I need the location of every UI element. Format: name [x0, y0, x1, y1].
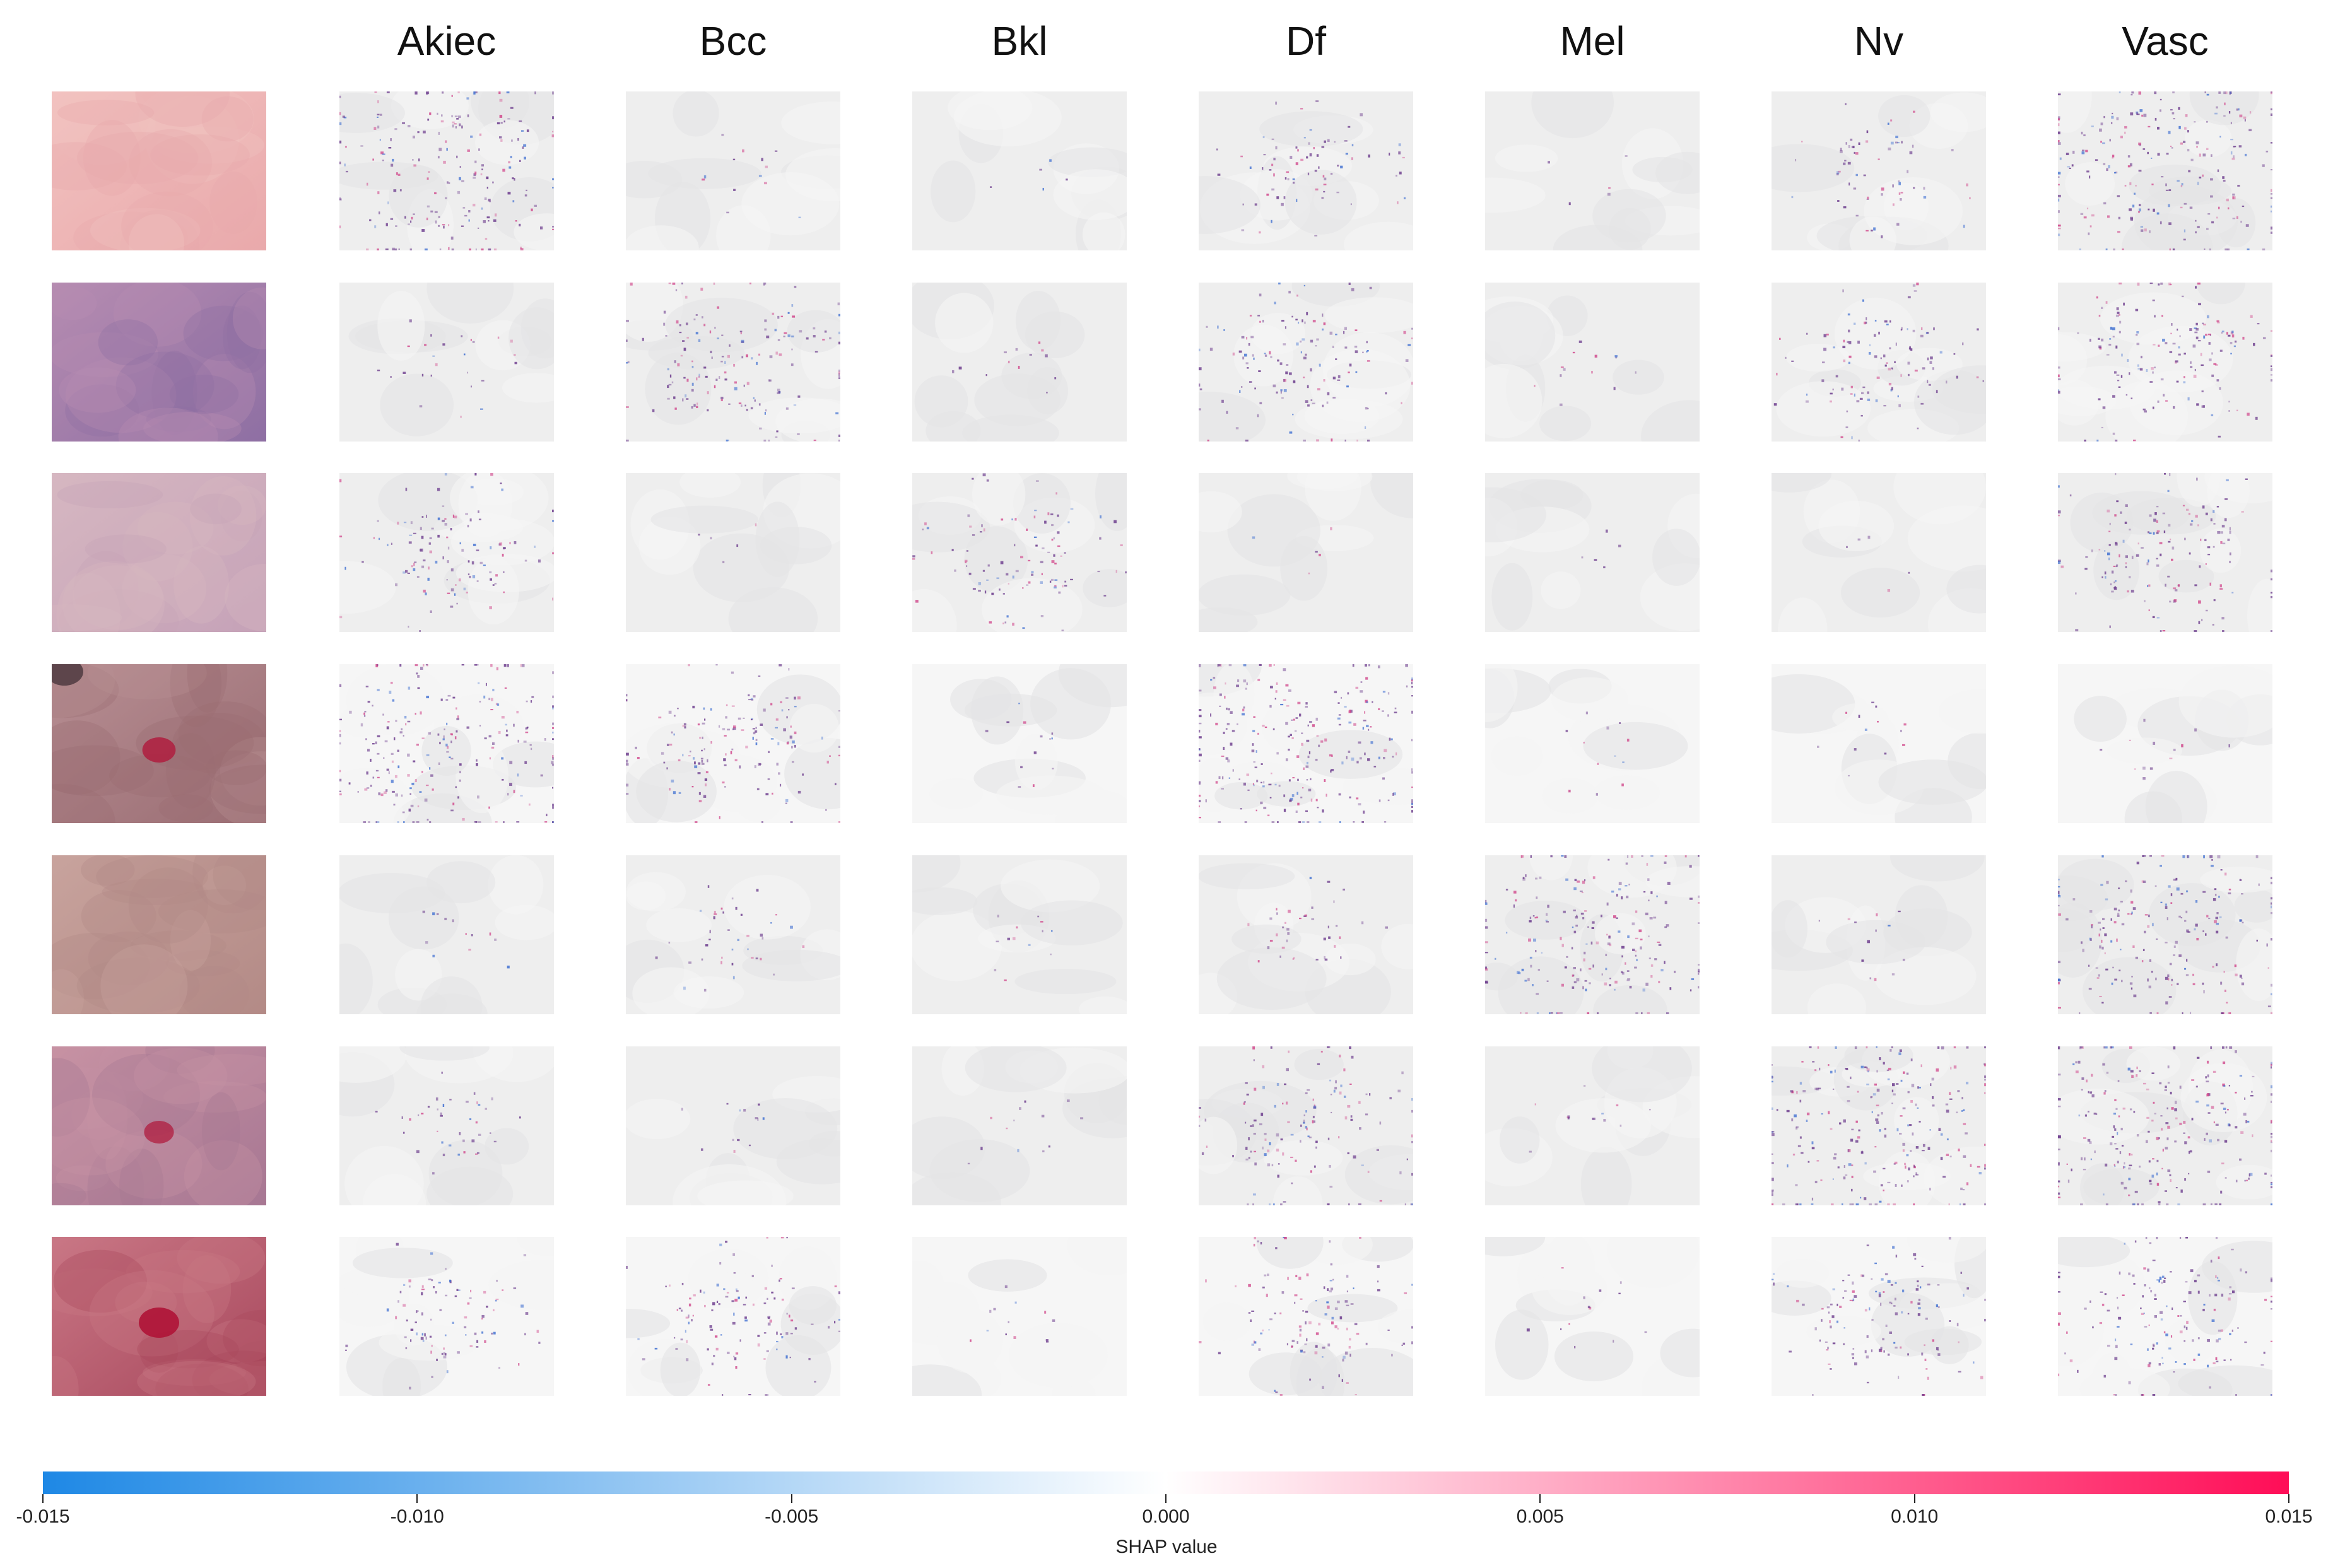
shap-tile-r4-bkl	[912, 664, 1127, 823]
colorbar-tick-mark	[790, 1494, 792, 1503]
shap-tile-r4-bcc	[626, 664, 840, 823]
shap-tile-r3-mel	[1485, 473, 1700, 632]
colorbar-tick-label: -0.010	[390, 1506, 444, 1527]
input-image-2	[52, 283, 266, 442]
shap-tile-r3-bcc	[626, 473, 840, 632]
shap-tile-r7-bkl	[912, 1237, 1127, 1396]
colorbar-tick-mark	[416, 1494, 418, 1503]
colorbar-tick-mark	[1539, 1494, 1541, 1503]
shap-tile-r6-vasc	[2058, 1046, 2272, 1205]
input-image-6	[52, 1046, 266, 1205]
shap-tile-r6-df	[1199, 1046, 1413, 1205]
shap-tile-r7-vasc	[2058, 1237, 2272, 1396]
shap-tile-r5-nv	[1772, 855, 1986, 1014]
shap-tile-r1-vasc	[2058, 91, 2272, 250]
shap-tile-r1-nv	[1772, 91, 1986, 250]
colorbar-tick-label: -0.015	[16, 1506, 70, 1527]
shap-tile-r5-mel	[1485, 855, 1700, 1014]
colorbar	[43, 1471, 2289, 1494]
shap-tile-r7-bcc	[626, 1237, 840, 1396]
colorbar-tick-mark	[1165, 1494, 1166, 1503]
shap-tile-r4-mel	[1485, 664, 1700, 823]
column-title-mel: Mel	[1560, 18, 1625, 64]
column-title-bkl: Bkl	[991, 18, 1048, 64]
column-title-df: Df	[1286, 18, 1326, 64]
column-title-vasc: Vasc	[2122, 18, 2209, 64]
shap-tile-r1-bcc	[626, 91, 840, 250]
colorbar-tick-mark	[1913, 1494, 1915, 1503]
shap-tile-r2-akiec	[339, 283, 554, 442]
colorbar-tick-label: 0.005	[1516, 1506, 1564, 1527]
shap-tile-r5-bkl	[912, 855, 1127, 1014]
shap-tile-r5-vasc	[2058, 855, 2272, 1014]
colorbar-tick-label: -0.005	[765, 1506, 819, 1527]
shap-tile-r6-mel	[1485, 1046, 1700, 1205]
colorbar-tick-label: 0.015	[2265, 1506, 2313, 1527]
shap-tile-r4-df	[1199, 664, 1413, 823]
shap-tile-r1-akiec	[339, 91, 554, 250]
shap-tile-r7-akiec	[339, 1237, 554, 1396]
shap-tile-r4-akiec	[339, 664, 554, 823]
shap-tile-r3-akiec	[339, 473, 554, 632]
shap-tile-r7-mel	[1485, 1237, 1700, 1396]
shap-tile-r2-mel	[1485, 283, 1700, 442]
shap-tile-r5-bcc	[626, 855, 840, 1014]
shap-tile-r1-df	[1199, 91, 1413, 250]
shap-tile-r5-akiec	[339, 855, 554, 1014]
shap-tile-r6-akiec	[339, 1046, 554, 1205]
shap-tile-r3-bkl	[912, 473, 1127, 632]
shap-tile-r2-vasc	[2058, 283, 2272, 442]
colorbar-tick-label: 0.000	[1142, 1506, 1190, 1527]
colorbar-tick-mark	[42, 1494, 44, 1503]
shap-tile-r6-bcc	[626, 1046, 840, 1205]
shap-tile-r2-bkl	[912, 283, 1127, 442]
shap-tile-r6-nv	[1772, 1046, 1986, 1205]
shap-tile-r3-nv	[1772, 473, 1986, 632]
colorbar-title: SHAP value	[1115, 1536, 1218, 1557]
input-image-7	[52, 1237, 266, 1396]
shap-tile-r4-nv	[1772, 664, 1986, 823]
column-title-akiec: Akiec	[397, 18, 497, 64]
input-image-4	[52, 664, 266, 823]
input-image-3	[52, 473, 266, 632]
shap-tile-r5-df	[1199, 855, 1413, 1014]
column-title-bcc: Bcc	[699, 18, 767, 64]
shap-tile-r7-df	[1199, 1237, 1413, 1396]
shap-tile-r4-vasc	[2058, 664, 2272, 823]
input-image-5	[52, 855, 266, 1014]
shap-tile-r2-nv	[1772, 283, 1986, 442]
shap-tile-r2-bcc	[626, 283, 840, 442]
input-image-1	[52, 91, 266, 250]
colorbar-tick-label: 0.010	[1891, 1506, 1939, 1527]
shap-tile-r3-df	[1199, 473, 1413, 632]
shap-tile-r3-vasc	[2058, 473, 2272, 632]
column-title-nv: Nv	[1854, 18, 1904, 64]
shap-tile-r1-mel	[1485, 91, 1700, 250]
colorbar-tick-mark	[2288, 1494, 2289, 1503]
shap-tile-r1-bkl	[912, 91, 1127, 250]
shap-tile-r6-bkl	[912, 1046, 1127, 1205]
shap-tile-r7-nv	[1772, 1237, 1986, 1396]
shap-tile-r2-df	[1199, 283, 1413, 442]
